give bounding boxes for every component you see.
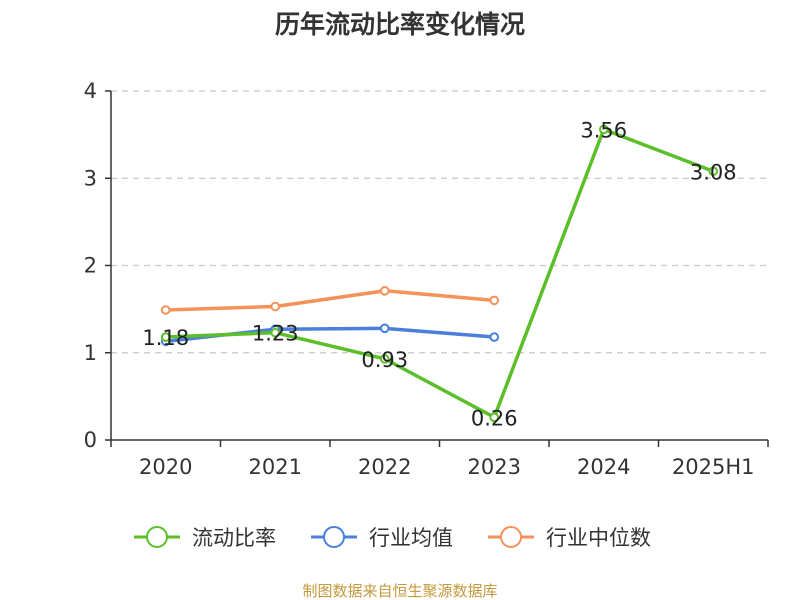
x-tick-label: 2020: [139, 455, 192, 479]
x-tick-label: 2022: [358, 455, 411, 479]
legend-label: 行业均值: [369, 526, 453, 550]
data-point[interactable]: [708, 166, 719, 177]
legend-item[interactable]: 行业中位数: [488, 526, 651, 550]
source-note: 制图数据来自恒生聚源数据库: [302, 582, 497, 600]
x-tick-label: 2024: [577, 455, 630, 479]
data-label: 3.56: [580, 118, 627, 142]
y-tick-label: 1: [84, 341, 97, 365]
legend-item[interactable]: 行业均值: [311, 526, 453, 550]
data-point[interactable]: [489, 412, 500, 423]
series-line: [165, 289, 495, 312]
data-point[interactable]: [379, 286, 390, 296]
y-tick-label: 2: [84, 254, 97, 278]
data-point[interactable]: [379, 323, 390, 334]
series-2: [160, 286, 500, 315]
legend-marker-icon: [500, 526, 522, 548]
data-point[interactable]: [160, 305, 171, 315]
series-group: [160, 124, 719, 423]
data-label: 1.18: [142, 326, 189, 350]
legend-label: 行业中位数: [546, 526, 651, 550]
series-0: [160, 124, 719, 423]
legend-marker-icon: [323, 526, 345, 548]
data-point[interactable]: [270, 327, 281, 338]
data-point[interactable]: [598, 124, 609, 135]
y-tick-label: 0: [84, 428, 97, 452]
data-label: 0.26: [471, 406, 518, 430]
data-point[interactable]: [489, 332, 500, 342]
legend[interactable]: 流动比率 行业均值 行业中位数: [134, 526, 651, 550]
data-label: 0.93: [361, 348, 408, 372]
axes: 0 1 2 3 4 2020 2021 2022 2023 2024 2025H1: [84, 79, 769, 479]
data-labels: 1.18 1.23 0.93 0.26 3.56 3.08: [142, 118, 736, 430]
grid: [111, 90, 768, 354]
data-point[interactable]: [379, 354, 390, 364]
series-line: [165, 127, 714, 420]
data-point[interactable]: [270, 301, 281, 312]
x-tick-label: 2025H1: [672, 455, 755, 479]
data-point[interactable]: [160, 332, 171, 342]
y-tick-label: 4: [84, 79, 97, 103]
legend-marker-icon: [146, 526, 168, 548]
y-tick-label: 3: [84, 166, 97, 190]
data-point[interactable]: [489, 295, 500, 306]
legend-label: 流动比率: [192, 526, 276, 550]
legend-item[interactable]: 流动比率: [134, 526, 276, 550]
x-tick-label: 2023: [468, 455, 521, 479]
chart-title: 历年流动比率变化情况: [275, 10, 525, 39]
data-label: 1.23: [252, 322, 299, 346]
x-tick-label: 2021: [249, 455, 302, 479]
data-label: 3.08: [690, 160, 737, 184]
